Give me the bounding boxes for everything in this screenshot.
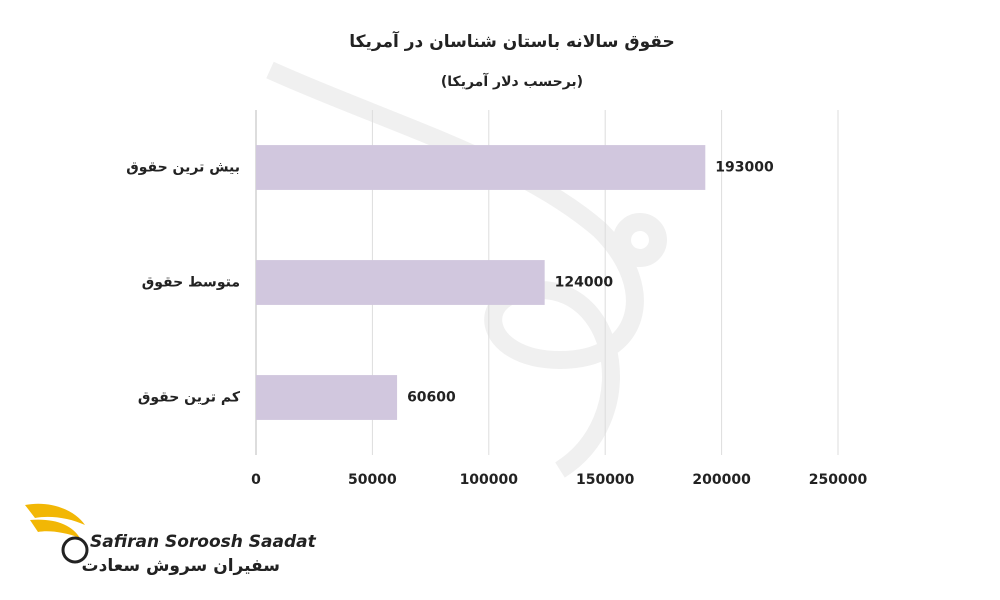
logo-text-en: Safiran Soroosh Saadat xyxy=(90,532,317,552)
logo: Safiran Soroosh Saadat سفیران سروش سعادت xyxy=(25,503,317,576)
data-label: 193000 xyxy=(715,160,774,176)
bar xyxy=(256,145,706,190)
y-tick-label: کم ترین حقوق xyxy=(138,390,241,406)
x-tick-label: 200000 xyxy=(692,472,751,488)
logo-text-fa: سفیران سروش سعادت xyxy=(82,556,280,576)
x-tick-label: 50000 xyxy=(348,472,397,488)
bar xyxy=(256,375,398,420)
x-tick-label: 150000 xyxy=(576,472,635,488)
data-label: 124000 xyxy=(555,275,614,291)
x-tick-label: 250000 xyxy=(809,472,868,488)
chart-subtitle: (برحسب دلار آمریکا) xyxy=(441,72,583,90)
logo-wing xyxy=(25,503,85,538)
bar xyxy=(256,260,545,305)
logo-mark xyxy=(61,536,89,564)
x-tick-label: 100000 xyxy=(460,472,519,488)
data-label: 60600 xyxy=(407,390,456,406)
y-tick-label: بیش ترین حقوق xyxy=(126,160,240,176)
x-tick-label: 0 xyxy=(251,472,261,488)
chart-title: حقوق سالانه باستان شناسان در آمریکا xyxy=(349,30,674,52)
y-tick-label: متوسط حقوق xyxy=(142,275,240,291)
